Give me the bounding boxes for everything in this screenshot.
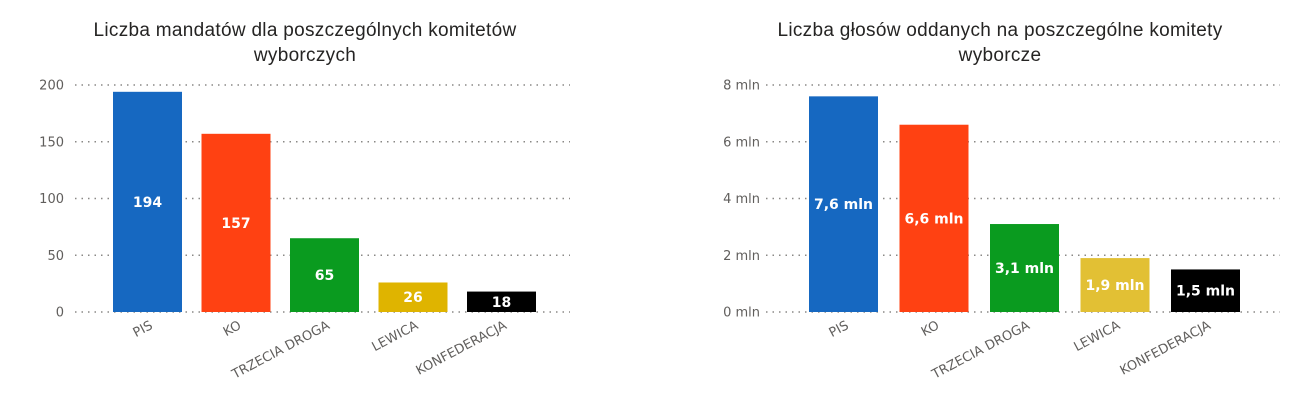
votes-chart-title-line-2: wyborcze	[958, 45, 1042, 66]
y-tick-label: 150	[39, 135, 64, 150]
seats-chart-title-line-1: Liczba mandatów dla poszczególnych komit…	[93, 20, 517, 41]
x-category-label: PIS	[827, 318, 852, 341]
x-category-label: TRZECIA DROGA	[229, 318, 333, 383]
bar-trzecia-droga	[990, 224, 1059, 312]
y-tick-label: 100	[39, 192, 64, 207]
bar-lewica	[1080, 258, 1150, 312]
bar-konfederacja	[467, 291, 536, 312]
x-category-label: LEWICA	[370, 318, 421, 355]
y-tick-label: 0	[56, 306, 64, 321]
x-category-label: KONFEDERACJA	[414, 318, 510, 378]
y-tick-label: 200	[39, 79, 64, 94]
votes-chart-title-line-1: Liczba głosów oddanych na poszczególne k…	[777, 20, 1223, 41]
bar-trzecia-droga	[290, 238, 359, 312]
bar-lewica	[378, 282, 448, 312]
x-category-label: KO	[221, 318, 244, 340]
y-tick-label: 4 mln	[723, 192, 760, 207]
bar-ko	[201, 133, 271, 312]
x-category-label: LEWICA	[1072, 318, 1123, 355]
bar-data-label: 1,5 mln	[1176, 284, 1235, 300]
x-category-label: KONFEDERACJA	[1118, 318, 1214, 378]
seats-chart-title-line-2: wyborczych	[253, 45, 357, 66]
bar-data-label: 1,9 mln	[1085, 278, 1144, 294]
bar-data-label: 6,6 mln	[904, 211, 963, 227]
bar-data-label: 7,6 mln	[814, 197, 873, 213]
bar-konfederacja	[1171, 269, 1240, 312]
y-tick-label: 2 mln	[723, 249, 760, 264]
x-category-label: PIS	[131, 318, 156, 341]
bar-pis	[809, 96, 878, 312]
bar-data-label: 157	[221, 216, 250, 232]
bar-data-label: 26	[403, 290, 422, 306]
x-category-label: TRZECIA DROGA	[929, 318, 1033, 383]
votes-chart-title: Liczba głosów oddanych na poszczególne k…	[720, 18, 1280, 68]
seats-chart-plot: 0 50 100 150 200 194 PIS 157 KO 65 TRZECIA DROGA 26…	[39, 79, 570, 383]
seats-chart: Liczba mandatów dla poszczególnych komit…	[0, 0, 620, 413]
bar-data-label: 3,1 mln	[995, 261, 1054, 277]
y-tick-label: 8 mln	[723, 79, 760, 94]
y-tick-label: 0 mln	[723, 306, 760, 321]
bar-data-label: 194	[133, 195, 162, 211]
bar-data-label: 65	[315, 268, 334, 284]
y-tick-label: 6 mln	[723, 135, 760, 150]
bar-data-label: 18	[492, 295, 511, 311]
y-tick-label: 50	[47, 249, 64, 264]
votes-chart: Liczba głosów oddanych na poszczególne k…	[700, 0, 1300, 413]
votes-chart-plot: 0 mln 2 mln 4 mln 6 mln 8 mln 7,6 mln PIS 6,6 m…	[723, 79, 1280, 383]
seats-chart-title: Liczba mandatów dla poszczególnych komit…	[40, 18, 570, 68]
bar-pis	[113, 91, 182, 312]
x-category-label: KO	[919, 318, 942, 340]
bar-ko	[899, 124, 969, 312]
